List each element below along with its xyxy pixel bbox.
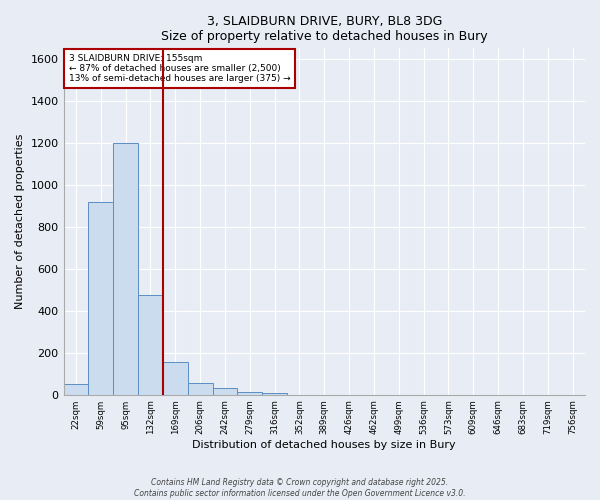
Bar — [88, 202, 113, 394]
Bar — [163, 362, 188, 394]
Bar — [238, 392, 262, 394]
Bar — [113, 143, 138, 395]
Title: 3, SLAIDBURN DRIVE, BURY, BL8 3DG
Size of property relative to detached houses i: 3, SLAIDBURN DRIVE, BURY, BL8 3DG Size o… — [161, 15, 488, 43]
Bar — [212, 388, 238, 394]
Bar — [188, 383, 212, 394]
Bar — [138, 295, 163, 394]
Text: 3 SLAIDBURN DRIVE: 155sqm
← 87% of detached houses are smaller (2,500)
13% of se: 3 SLAIDBURN DRIVE: 155sqm ← 87% of detac… — [69, 54, 290, 84]
X-axis label: Distribution of detached houses by size in Bury: Distribution of detached houses by size … — [193, 440, 456, 450]
Bar — [64, 384, 88, 394]
Bar — [262, 392, 287, 394]
Y-axis label: Number of detached properties: Number of detached properties — [15, 134, 25, 309]
Text: Contains HM Land Registry data © Crown copyright and database right 2025.
Contai: Contains HM Land Registry data © Crown c… — [134, 478, 466, 498]
